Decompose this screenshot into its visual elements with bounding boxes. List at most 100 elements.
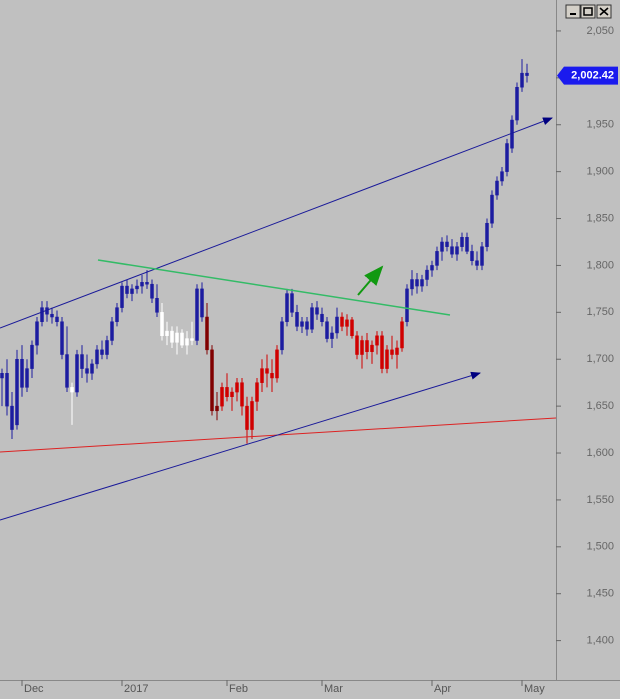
candle-body <box>30 344 34 369</box>
candle-body <box>500 171 504 182</box>
candle-body <box>465 237 469 252</box>
candle-body <box>100 349 104 355</box>
candle-body <box>315 307 319 315</box>
candle-body <box>115 307 119 322</box>
maximize-button[interactable] <box>580 4 596 19</box>
candle-body <box>20 358 24 388</box>
candle-body <box>65 354 69 388</box>
icon <box>583 7 593 16</box>
y-tick-label: 1,450 <box>586 588 614 600</box>
candle-body <box>15 358 19 426</box>
candle-body <box>210 349 214 412</box>
candle-body <box>400 321 404 349</box>
candle-body <box>345 319 349 327</box>
candle-body <box>245 405 249 430</box>
candle-body <box>235 382 239 393</box>
candle-body <box>75 354 79 393</box>
candle-body <box>410 279 414 290</box>
candle-body <box>60 321 64 355</box>
candle-body <box>130 288 134 294</box>
y-tick-label: 1,850 <box>586 212 614 224</box>
candle-body <box>285 293 289 322</box>
candle-body <box>515 86 519 121</box>
candle-body <box>220 387 224 407</box>
candle-body <box>495 180 499 196</box>
trendline <box>0 117 553 329</box>
candle-body <box>395 347 399 355</box>
candle-body <box>150 283 154 299</box>
y-tick-label: 1,400 <box>586 635 614 647</box>
y-tick-label: 1,600 <box>586 447 614 459</box>
candle-body <box>335 316 339 334</box>
candle-body <box>170 330 174 343</box>
candle-body <box>290 293 294 313</box>
candle-body <box>55 316 59 322</box>
candle-body <box>385 349 389 369</box>
candle-body <box>440 241 444 252</box>
candle-body <box>105 340 109 355</box>
candle-body <box>230 391 234 397</box>
candle-body <box>0 373 4 379</box>
candle-body <box>280 321 284 351</box>
candle-body <box>50 313 54 318</box>
icon <box>599 7 609 16</box>
candle-body <box>25 368 29 388</box>
window-buttons[interactable] <box>565 4 612 19</box>
y-tick-label: 1,650 <box>586 400 614 412</box>
last-price-box <box>557 66 618 85</box>
candle-body <box>205 316 209 351</box>
trendline <box>0 371 481 521</box>
candle-body <box>485 222 489 247</box>
y-tick-label: 1,750 <box>586 306 614 318</box>
candle-body <box>70 387 74 393</box>
candle-body <box>355 335 359 355</box>
y-tick-label: 1,550 <box>586 494 614 506</box>
candle-body <box>330 332 334 339</box>
candle-body <box>425 269 429 280</box>
candle-body <box>225 387 229 397</box>
candle-body <box>5 373 9 407</box>
candle-body <box>320 313 324 322</box>
candle-body <box>360 340 364 355</box>
candle-body <box>525 72 529 76</box>
last-price-label: 2,002.42 <box>571 69 614 81</box>
y-tick-label: 1,700 <box>586 353 614 365</box>
candle-body <box>165 330 169 337</box>
candle-body <box>85 368 89 374</box>
candle-body <box>505 143 509 172</box>
candle-body <box>240 382 244 407</box>
candle-body <box>190 338 194 341</box>
x-tick-label: Apr <box>434 683 451 695</box>
candle-body <box>490 194 494 224</box>
candle-body <box>155 298 159 313</box>
trendlines <box>0 117 557 521</box>
candle-body <box>90 363 94 374</box>
candle-body <box>145 282 149 285</box>
y-tick-label: 2,050 <box>586 25 614 37</box>
candle-body <box>250 401 254 430</box>
candle-body <box>120 285 124 308</box>
y-tick-label: 1,800 <box>586 259 614 271</box>
candle-body <box>445 241 449 247</box>
candle-body <box>325 321 329 339</box>
candle-body <box>305 321 309 330</box>
arrow <box>357 265 384 296</box>
candle-body <box>110 321 114 341</box>
candle-body <box>475 260 479 266</box>
candle-body <box>160 312 164 337</box>
x-tick-label: Dec <box>24 683 44 695</box>
candle-body <box>35 321 39 346</box>
candle-body <box>95 349 99 365</box>
candle-body <box>140 282 144 287</box>
candle-body <box>175 332 179 343</box>
minimize-button[interactable] <box>565 4 581 19</box>
candle-body <box>200 288 204 318</box>
candle-body <box>215 405 219 412</box>
x-tick-label: Mar <box>324 683 343 695</box>
x-tick-label: 2017 <box>124 683 148 695</box>
candle-body <box>420 279 424 287</box>
y-tick-label: 1,950 <box>586 119 614 131</box>
candle-body <box>405 288 409 322</box>
